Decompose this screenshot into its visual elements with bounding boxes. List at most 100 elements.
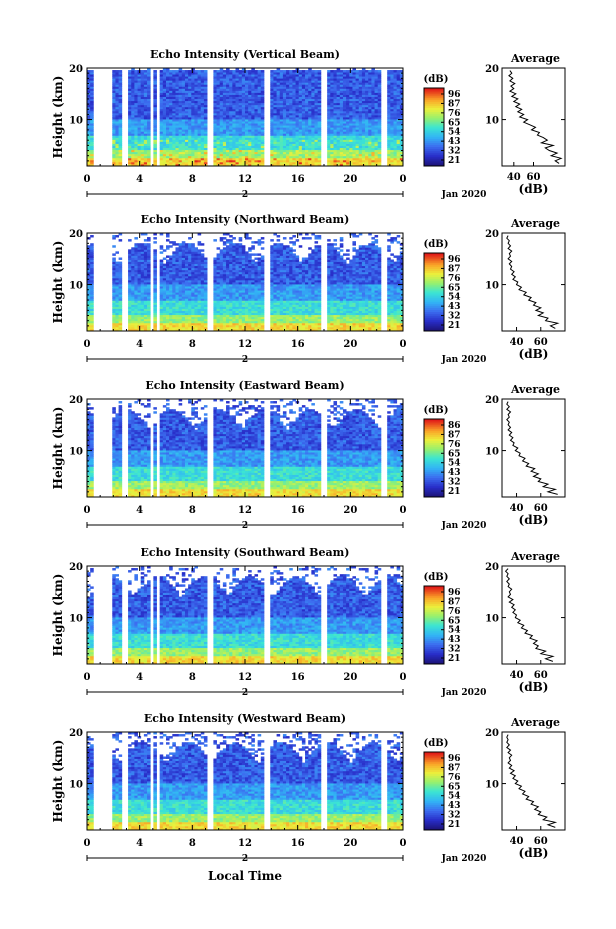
heatmap-cell — [232, 163, 236, 167]
heatmap-cell — [178, 104, 183, 108]
heatmap-cell — [222, 90, 227, 93]
heatmap-cell — [197, 119, 202, 122]
heatmap-cell — [128, 145, 132, 149]
heatmap-cell — [241, 119, 246, 122]
heatmap-cell — [216, 90, 221, 93]
heatmap-cell — [260, 155, 265, 159]
heatmap-cell — [216, 106, 221, 110]
heatmap-cell — [162, 86, 167, 89]
heatmap-cell — [241, 143, 246, 146]
heatmap-cell — [241, 153, 246, 157]
heatmap-cell — [235, 163, 240, 167]
heatmap-cell — [213, 94, 217, 97]
heatmap-cell — [143, 106, 148, 110]
heatmap-cell — [276, 145, 281, 149]
heatmap-cell — [137, 117, 142, 120]
heatmap-cell — [178, 88, 183, 91]
heatmap-cell — [251, 90, 255, 93]
heatmap-cell — [87, 114, 91, 118]
heatmap-cell — [235, 147, 240, 151]
heatmap-cell — [276, 155, 281, 159]
heatmap-cell — [194, 90, 198, 93]
heatmap-cell — [229, 108, 233, 112]
heatmap-cell — [140, 76, 145, 79]
heatmap-cell — [169, 157, 173, 161]
heatmap-cell — [131, 78, 135, 81]
heatmap-cell — [131, 131, 135, 134]
heatmap-cell — [166, 141, 170, 144]
heatmap-cell — [222, 76, 227, 79]
heatmap-cell — [270, 94, 274, 97]
heatmap-cell — [203, 70, 208, 73]
heatmap-cell — [235, 104, 240, 108]
month-label: Jan 2020 — [441, 190, 487, 200]
heatmap-cell — [260, 104, 265, 108]
heatmap-cell — [260, 76, 265, 79]
heatmap-cell — [184, 139, 189, 142]
heatmap-cell — [147, 112, 151, 116]
heatmap-cell — [87, 127, 91, 130]
heatmap-cell — [128, 133, 132, 136]
heatmap-cell — [137, 92, 142, 95]
heatmap-cell — [251, 117, 255, 120]
heatmap-cell — [153, 106, 157, 110]
heatmap-cell — [222, 127, 227, 130]
heatmap-cell — [232, 110, 236, 114]
heatmap-cell — [147, 104, 151, 108]
heatmap-cell — [181, 104, 186, 108]
heatmap-cell — [166, 68, 170, 71]
heatmap-cell — [197, 145, 202, 149]
x-tick-label: 12 — [238, 174, 252, 185]
heatmap-cell — [147, 68, 151, 71]
heatmap-cell — [232, 151, 236, 155]
heatmap-cell — [191, 141, 195, 144]
heatmap-cell — [87, 94, 91, 97]
heatmap-cell — [159, 88, 164, 91]
heatmap-cell — [140, 151, 145, 155]
heatmap-cell — [140, 86, 145, 89]
heatmap-cell — [238, 80, 243, 83]
heatmap-cell — [140, 131, 145, 134]
heatmap-cell — [238, 119, 243, 122]
heatmap-cell — [238, 114, 243, 118]
heatmap-cell — [219, 123, 224, 126]
heatmap-cell — [147, 100, 151, 104]
heatmap-cell — [232, 88, 236, 91]
heatmap-cell — [159, 149, 164, 153]
heatmap-cell — [241, 133, 246, 136]
heatmap-cell — [191, 110, 195, 114]
heatmap-cell — [87, 141, 91, 144]
heatmap-cell — [248, 139, 252, 142]
heatmap-cell — [140, 137, 145, 140]
heatmap-cell — [162, 249, 167, 252]
heatmap-cell — [235, 145, 240, 149]
heatmap-cell — [166, 74, 170, 77]
heatmap-cell — [131, 147, 135, 151]
heatmap-cell — [216, 86, 221, 89]
heatmap-cell — [184, 88, 189, 91]
heatmap-cell — [200, 153, 205, 157]
heatmap-cell — [188, 131, 192, 134]
heatmap-cell — [162, 100, 167, 104]
heatmap-cell — [181, 163, 186, 167]
heatmap-cell — [241, 157, 246, 161]
heatmap-cell — [257, 88, 262, 91]
heatmap-cell — [191, 133, 195, 136]
heatmap-cell — [232, 161, 236, 165]
heatmap-cell — [159, 102, 164, 106]
heatmap-cell — [153, 151, 157, 155]
heatmap-cell — [219, 76, 224, 79]
heatmap-cell — [241, 141, 246, 144]
heatmap-cell — [248, 131, 252, 134]
heatmap-cell — [153, 155, 157, 159]
panel-title: Echo Intensity (Vertical Beam) — [150, 48, 340, 61]
heatmap-cell — [115, 98, 119, 102]
heatmap-cell — [128, 147, 132, 151]
heatmap-cell — [235, 161, 240, 165]
heatmap-cell — [181, 84, 186, 87]
heatmap-cell — [191, 117, 195, 120]
heatmap-cell — [131, 143, 135, 146]
heatmap-cell — [203, 133, 208, 136]
heatmap-cell — [235, 110, 240, 114]
heatmap-cell — [200, 133, 205, 136]
